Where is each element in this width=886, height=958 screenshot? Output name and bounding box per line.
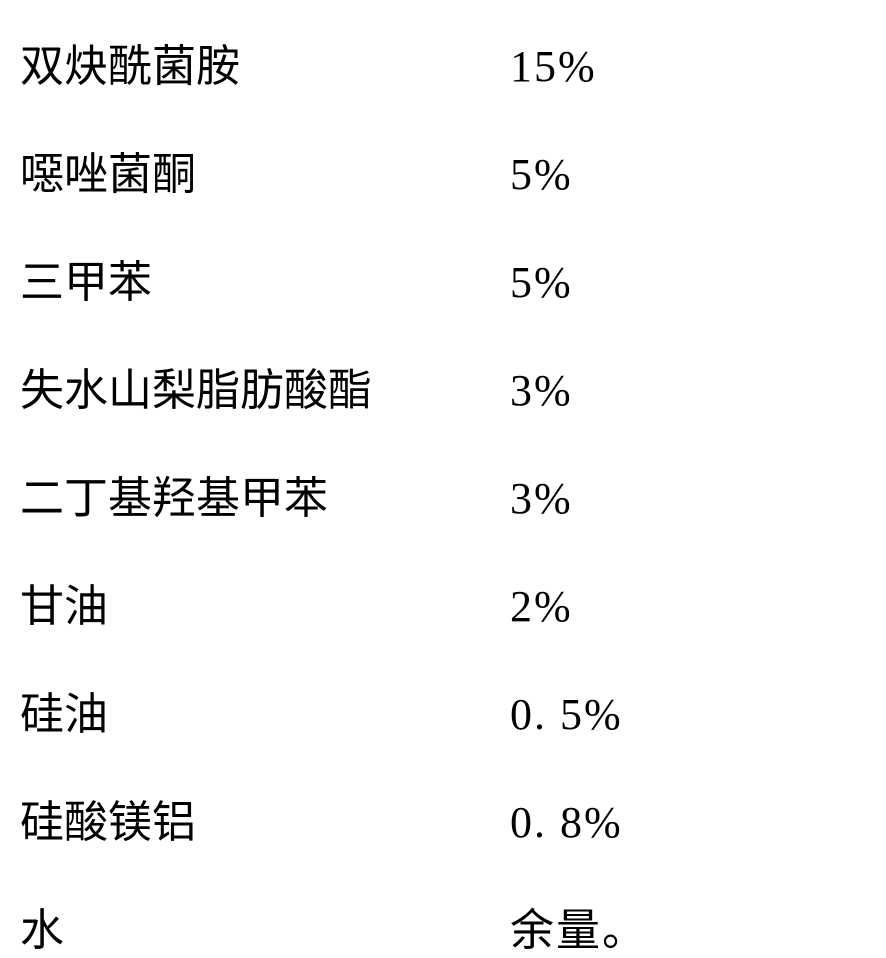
ingredient-label: 二丁基羟基甲苯 [20,462,510,526]
table-row: 失水山梨脂肪酸酯 3% [20,354,866,418]
ingredient-label: 硅酸镁铝 [20,786,510,850]
ingredient-value: 15% [510,41,597,92]
ingredient-value: 2% [510,581,573,632]
table-row: 硅酸镁铝 0. 8% [20,786,866,850]
ingredient-value: 5% [510,257,573,308]
ingredient-label: 甘油 [20,570,510,634]
table-row: 硅油 0. 5% [20,678,866,742]
ingredient-value: 0. 8% [510,797,623,848]
ingredient-value: 3% [510,473,573,524]
ingredient-label: 噁唑菌酮 [20,138,510,202]
ingredient-value: 5% [510,149,573,200]
table-row: 水 余量。 [20,894,866,958]
table-row: 三甲苯 5% [20,246,866,310]
table-row: 噁唑菌酮 5% [20,138,866,202]
table-row: 双炔酰菌胺 15% [20,30,866,94]
composition-table: 双炔酰菌胺 15% 噁唑菌酮 5% 三甲苯 5% 失水山梨脂肪酸酯 3% 二丁基… [20,30,866,958]
ingredient-value: 3% [510,365,573,416]
ingredient-label: 硅油 [20,678,510,742]
ingredient-label: 水 [20,894,510,958]
ingredient-label: 失水山梨脂肪酸酯 [20,354,510,418]
ingredient-value: 余量。 [510,894,648,958]
ingredient-value: 0. 5% [510,689,623,740]
ingredient-label: 三甲苯 [20,246,510,310]
table-row: 二丁基羟基甲苯 3% [20,462,866,526]
ingredient-label: 双炔酰菌胺 [20,30,510,94]
table-row: 甘油 2% [20,570,866,634]
